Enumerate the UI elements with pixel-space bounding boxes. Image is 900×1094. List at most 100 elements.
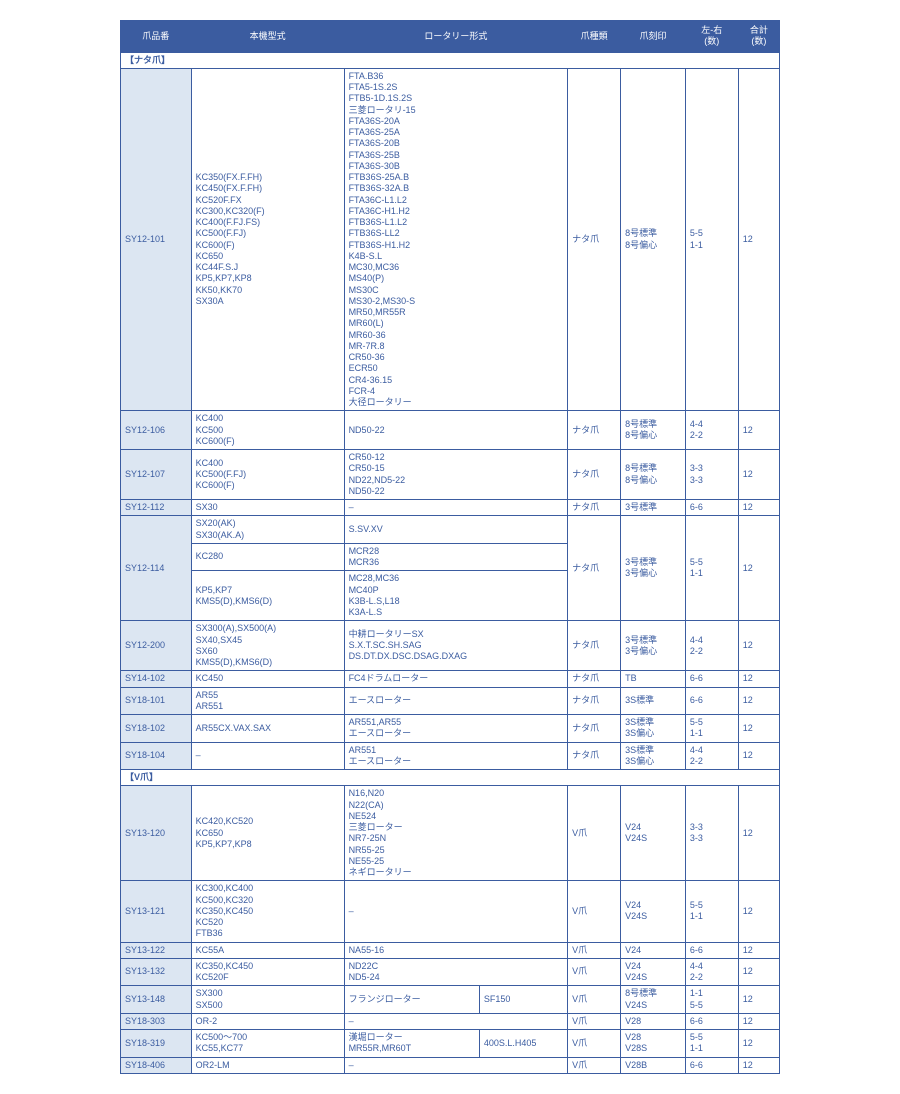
type-cell: V爪 bbox=[568, 1030, 621, 1058]
code-cell: SY18-104 bbox=[121, 742, 192, 770]
table-row: SY13-122KC55ANA55-16V爪V246-612 bbox=[121, 942, 780, 958]
model-cell: KC420,KC520 KC650 KP5,KP7,KP8 bbox=[191, 786, 344, 881]
rotary-cell: ND50-22 bbox=[344, 411, 568, 450]
stamp-cell: V24 V24S bbox=[621, 786, 686, 881]
lr-cell: 6-6 bbox=[685, 942, 738, 958]
code-cell: SY18-101 bbox=[121, 687, 192, 715]
model-cell: KC350(FX.F.FH) KC450(FX.F.FH) KC520F.FX … bbox=[191, 68, 344, 411]
code-cell: SY12-106 bbox=[121, 411, 192, 450]
type-cell: V爪 bbox=[568, 1013, 621, 1029]
table-row: SY12-106KC400 KC500 KC600(F)ND50-22ナタ爪8号… bbox=[121, 411, 780, 450]
rotary-cell: – bbox=[344, 500, 568, 516]
rotary-cell: – bbox=[344, 1013, 568, 1029]
code-cell: SY13-120 bbox=[121, 786, 192, 881]
stamp-cell: 8号標準 8号偏心 bbox=[621, 450, 686, 500]
table-row: SY18-406OR2-LM–V爪V28B6-612 bbox=[121, 1057, 780, 1073]
table-row: SY18-303OR-2–V爪V286-612 bbox=[121, 1013, 780, 1029]
model-cell: KC500～700 KC55,KC77 bbox=[191, 1030, 344, 1058]
model-cell: KC400 KC500 KC600(F) bbox=[191, 411, 344, 450]
table-row: SY18-101AR55 AR551エースローターナタ爪3S標準6-612 bbox=[121, 687, 780, 715]
lr-cell: 1-1 5-5 bbox=[685, 986, 738, 1014]
rotary-cell: ND22C ND5-24 bbox=[344, 958, 568, 986]
rotary-cell: CR50-12 CR50-15 ND22,ND5-22 ND50-22 bbox=[344, 450, 568, 500]
model-cell: – bbox=[191, 742, 344, 770]
type-cell: ナタ爪 bbox=[568, 516, 621, 621]
total-cell: 12 bbox=[738, 986, 779, 1014]
stamp-cell: 3号標準 3号偏心 bbox=[621, 621, 686, 671]
type-cell: ナタ爪 bbox=[568, 687, 621, 715]
lr-cell: 5-5 1-1 bbox=[685, 516, 738, 621]
lr-cell: 3-3 3-3 bbox=[685, 450, 738, 500]
th-code: 爪品番 bbox=[121, 21, 192, 53]
stamp-cell: 8号標準 8号偏心 bbox=[621, 68, 686, 411]
lr-cell: 4-4 2-2 bbox=[685, 621, 738, 671]
type-cell: V爪 bbox=[568, 786, 621, 881]
total-cell: 12 bbox=[738, 500, 779, 516]
total-cell: 12 bbox=[738, 450, 779, 500]
code-cell: SY12-101 bbox=[121, 68, 192, 411]
lr-cell: 4-4 2-2 bbox=[685, 411, 738, 450]
th-stamp: 爪刻印 bbox=[621, 21, 686, 53]
code-cell: SY18-303 bbox=[121, 1013, 192, 1029]
model-cell: KP5,KP7 KMS5(D),KMS6(D) bbox=[191, 571, 344, 621]
table-row: SY13-121KC300,KC400 KC500,KC320 KC350,KC… bbox=[121, 881, 780, 942]
table-row: SY12-200SX300(A),SX500(A) SX40,SX45 SX60… bbox=[121, 621, 780, 671]
lr-cell: 3-3 3-3 bbox=[685, 786, 738, 881]
section-title: 【ナタ爪】 bbox=[121, 52, 780, 68]
total-cell: 12 bbox=[738, 1030, 779, 1058]
rotary-cell: – bbox=[344, 1057, 568, 1073]
code-cell: SY12-114 bbox=[121, 516, 192, 621]
rotary-cell: NA55-16 bbox=[344, 942, 568, 958]
total-cell: 12 bbox=[738, 715, 779, 743]
table-row: SY14-102KC450FC4ドラムローターナタ爪TB6-612 bbox=[121, 671, 780, 687]
stamp-cell: V24 V24S bbox=[621, 958, 686, 986]
stamp-cell: V28B bbox=[621, 1057, 686, 1073]
th-type: 爪種類 bbox=[568, 21, 621, 53]
rotary-cell: フランジローター bbox=[344, 986, 479, 1014]
lr-cell: 6-6 bbox=[685, 1013, 738, 1029]
rotary-cell: N16,N20 N22(CA) NE524 三菱ローター NR7-25N NR5… bbox=[344, 786, 568, 881]
model-cell: KC280 bbox=[191, 543, 344, 571]
model-cell: KC300,KC400 KC500,KC320 KC350,KC450 KC52… bbox=[191, 881, 344, 942]
type-cell: ナタ爪 bbox=[568, 671, 621, 687]
total-cell: 12 bbox=[738, 68, 779, 411]
table-row: SY13-148SX300 SX500フランジローターSF150V爪8号標準 V… bbox=[121, 986, 780, 1014]
stamp-cell: 3号標準 3号偏心 bbox=[621, 516, 686, 621]
lr-cell: 4-4 2-2 bbox=[685, 958, 738, 986]
code-cell: SY18-406 bbox=[121, 1057, 192, 1073]
code-cell: SY13-148 bbox=[121, 986, 192, 1014]
table-row: SY12-101KC350(FX.F.FH) KC450(FX.F.FH) KC… bbox=[121, 68, 780, 411]
code-cell: SY12-112 bbox=[121, 500, 192, 516]
model-cell: AR55CX.VAX.SAX bbox=[191, 715, 344, 743]
table-row: SY13-120KC420,KC520 KC650 KP5,KP7,KP8N16… bbox=[121, 786, 780, 881]
type-cell: V爪 bbox=[568, 942, 621, 958]
rotary-cell: – bbox=[344, 881, 568, 942]
stamp-cell: V28 V28S bbox=[621, 1030, 686, 1058]
lr-cell: 5-5 1-1 bbox=[685, 881, 738, 942]
th-total: 合計 (数) bbox=[738, 21, 779, 53]
total-cell: 12 bbox=[738, 742, 779, 770]
model-cell: SX300 SX500 bbox=[191, 986, 344, 1014]
type-cell: V爪 bbox=[568, 958, 621, 986]
total-cell: 12 bbox=[738, 942, 779, 958]
rotary-cell: FTA.B36 FTA5-1S.2S FTB5-1D.1S.2S 三菱ロータリ-… bbox=[344, 68, 568, 411]
type-cell: ナタ爪 bbox=[568, 500, 621, 516]
table-row: SY13-132KC350,KC450 KC520FND22C ND5-24V爪… bbox=[121, 958, 780, 986]
stamp-cell: 3S標準 3S偏心 bbox=[621, 715, 686, 743]
th-lr: 左-右 (数) bbox=[685, 21, 738, 53]
lr-cell: 5-5 1-1 bbox=[685, 1030, 738, 1058]
total-cell: 12 bbox=[738, 671, 779, 687]
lr-cell: 6-6 bbox=[685, 671, 738, 687]
rotary-cell: 中耕ロータリーSX S.X.T.SC.SH.SAG DS.DT.DX.DSC.D… bbox=[344, 621, 568, 671]
th-rotary: ロータリー形式 bbox=[344, 21, 568, 53]
lr-cell: 5-5 1-1 bbox=[685, 68, 738, 411]
stamp-cell: TB bbox=[621, 671, 686, 687]
code-cell: SY13-121 bbox=[121, 881, 192, 942]
type-cell: ナタ爪 bbox=[568, 411, 621, 450]
stamp-cell: V24 bbox=[621, 942, 686, 958]
total-cell: 12 bbox=[738, 411, 779, 450]
rotary-cell: MCR28 MCR36 bbox=[344, 543, 568, 571]
type-cell: ナタ爪 bbox=[568, 621, 621, 671]
type-cell: ナタ爪 bbox=[568, 715, 621, 743]
stamp-cell: 8号標準 8号偏心 bbox=[621, 411, 686, 450]
